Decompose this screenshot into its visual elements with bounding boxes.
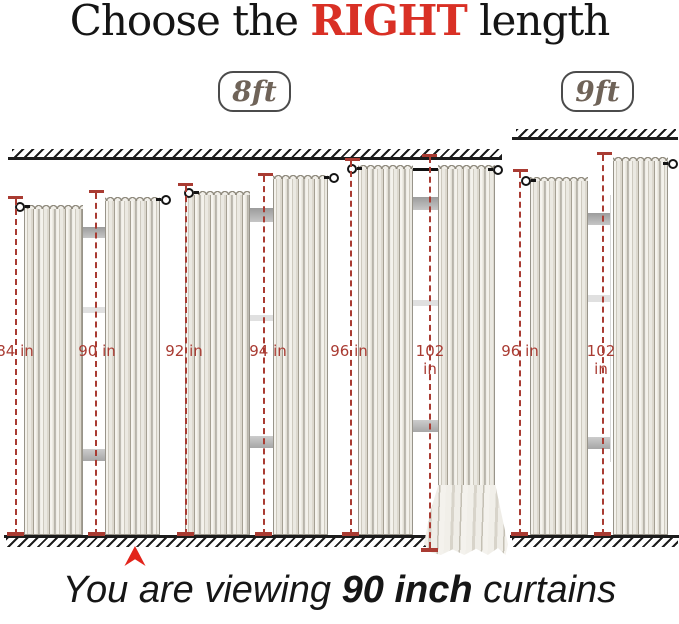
floor-hatch-left xyxy=(6,538,430,547)
curtain-hook-icon-7 xyxy=(521,176,536,186)
window-1-sill xyxy=(80,449,106,461)
measure-line-90in xyxy=(95,193,97,535)
window-2-top-frame xyxy=(245,208,273,222)
curtain-panel-102in xyxy=(438,160,495,505)
floor-line-left xyxy=(4,535,428,538)
curtain-panel-102in-9ft xyxy=(613,152,668,535)
measure-line-102in-9ft xyxy=(602,155,604,535)
curtain-hook-icon-5 xyxy=(347,164,362,174)
footer-prefix: You are viewing xyxy=(62,569,342,611)
footer-caption: You are viewing 90 inch curtains xyxy=(0,569,679,612)
measure-floor-mark-96in xyxy=(342,532,359,536)
title-prefix: Choose the xyxy=(69,0,311,45)
measure-floor-mark-96in-9ft xyxy=(511,532,528,536)
floor-line-right xyxy=(510,535,679,538)
measure-floor-mark-90in xyxy=(88,532,105,536)
window-3 xyxy=(410,173,440,445)
ceiling-line-9ft xyxy=(512,137,678,140)
ceiling-hatch-8ft xyxy=(12,149,502,157)
measure-floor-mark-92in xyxy=(177,532,194,536)
window-4-sill xyxy=(585,437,610,449)
curtain-panel-92in xyxy=(185,186,250,535)
measure-label-84in: 84 in xyxy=(0,342,34,360)
title-suffix: length xyxy=(466,0,610,45)
curtain-hook-icon-6 xyxy=(488,165,503,175)
window-3-sill xyxy=(411,420,439,432)
window-1 xyxy=(79,207,107,462)
window-1-mid-frame xyxy=(80,307,106,313)
footer-highlight: 90 inch xyxy=(341,569,473,611)
measure-tick-92in xyxy=(178,183,193,186)
measure-label-102in: 102 in xyxy=(415,342,445,378)
measure-label-90in: 90 in xyxy=(78,342,116,360)
measure-tick-102in xyxy=(422,154,437,157)
badge-8ft-label: 8ft xyxy=(232,75,277,108)
curtain-puddle-102in xyxy=(424,485,508,555)
curtain-panel-84in xyxy=(24,200,83,535)
window-4 xyxy=(584,195,611,462)
window-2-sill xyxy=(245,436,273,448)
measure-tick-96in-9ft xyxy=(513,169,528,172)
page-title: Choose the RIGHT length xyxy=(0,0,679,45)
measure-line-92in xyxy=(184,186,187,535)
curtain-panel-96in-9ft xyxy=(530,172,588,535)
measure-label-92in: 92 in xyxy=(165,342,203,360)
measure-floor-mark-102in xyxy=(421,548,438,552)
measure-line-94in xyxy=(263,176,265,535)
measure-line-96in-9ft xyxy=(518,172,521,535)
measure-line-102in xyxy=(428,157,431,548)
measure-label-96in-9ft: 96 in xyxy=(501,342,539,360)
window-2-mid-frame xyxy=(245,315,273,321)
measure-tick-102in-9ft xyxy=(597,152,612,155)
measure-floor-mark-102in-9ft xyxy=(594,532,611,536)
measure-tick-90in xyxy=(89,190,104,193)
ceiling-line-8ft xyxy=(8,157,502,160)
curtain-hook-icon-8 xyxy=(663,159,678,169)
window-1-top-frame xyxy=(80,227,106,238)
curtain-rod xyxy=(410,167,440,171)
curtain-hook-icon-4 xyxy=(324,173,339,183)
measure-floor-mark-84in xyxy=(7,532,24,536)
measure-label-96in: 96 in xyxy=(330,342,368,360)
measure-tick-96in xyxy=(345,158,360,161)
curtain-hook-icon-1 xyxy=(15,202,30,212)
curtain-hook-icon-2 xyxy=(156,195,171,205)
measure-label-94in: 94 in xyxy=(249,342,287,360)
ceiling-hatch-9ft xyxy=(516,129,676,137)
window-3-top-frame xyxy=(411,197,439,210)
curtain-panel-96in xyxy=(358,160,413,535)
title-highlight: RIGHT xyxy=(310,0,467,45)
measure-line-96in xyxy=(350,161,352,535)
measure-tick-84in xyxy=(8,196,23,199)
footer-suffix: curtains xyxy=(472,569,617,611)
badge-9ft: 9ft xyxy=(561,71,634,112)
curtain-panel-90in xyxy=(105,192,160,535)
window-4-top-frame xyxy=(585,213,610,225)
curtain-panel-94in xyxy=(273,170,328,535)
measure-label-102in-9ft: 102 in xyxy=(586,342,616,378)
measure-tick-94in xyxy=(258,173,273,176)
floor-hatch-right xyxy=(512,538,678,547)
window-4-mid-frame xyxy=(585,295,610,302)
measure-line-84in xyxy=(14,199,17,535)
badge-9ft-label: 9ft xyxy=(575,75,620,108)
badge-8ft: 8ft xyxy=(218,71,291,112)
arrow-up-icon xyxy=(124,546,146,566)
window-3-mid-frame xyxy=(411,300,439,306)
measure-floor-mark-94in xyxy=(255,532,272,536)
